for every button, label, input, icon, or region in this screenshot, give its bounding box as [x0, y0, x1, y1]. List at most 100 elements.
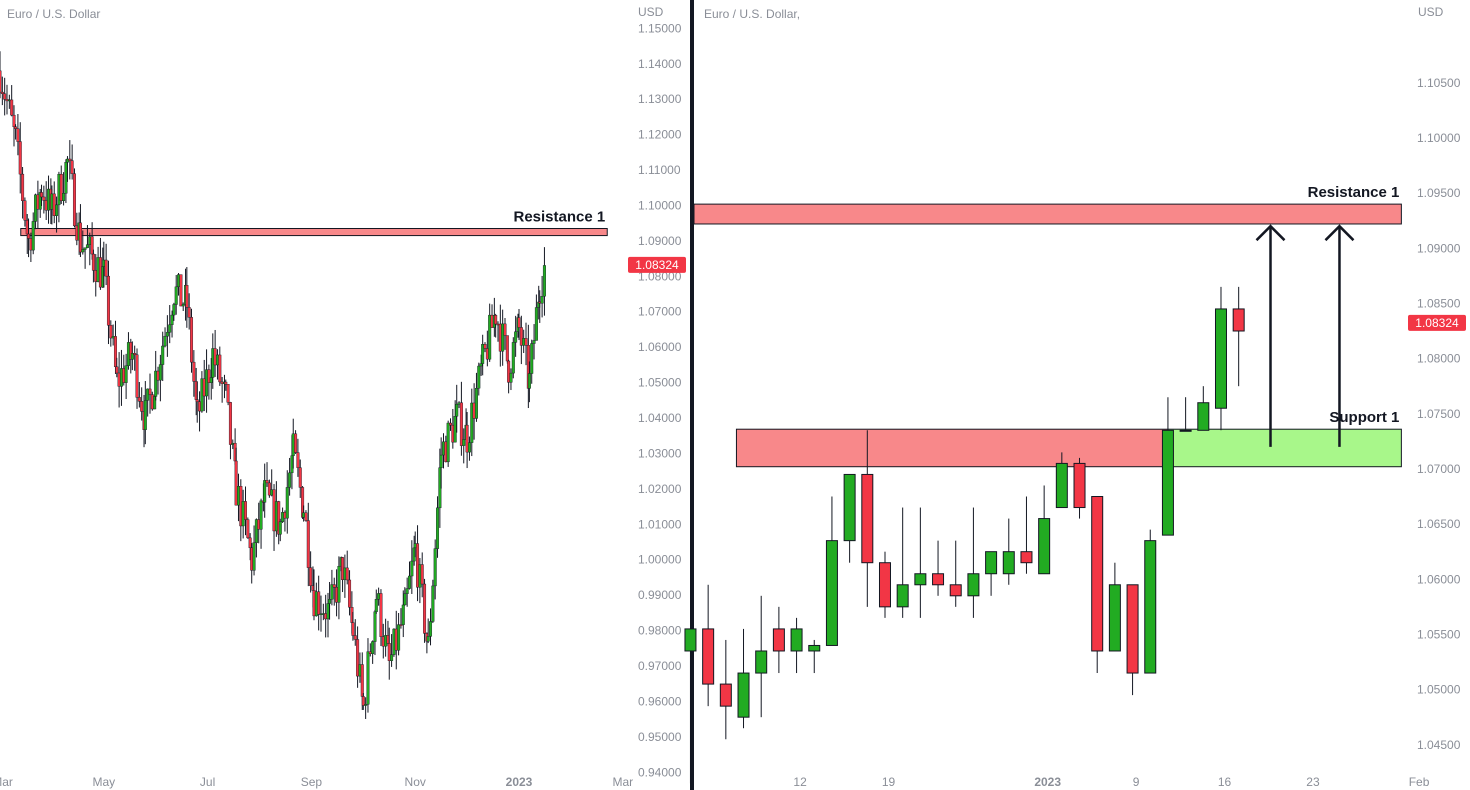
- x-tick-label: Jul: [200, 775, 215, 789]
- bull-candle: [1197, 402, 1210, 431]
- bull-candle: [1161, 429, 1174, 536]
- bull-candle: [397, 624, 401, 651]
- bull-candle: [371, 641, 375, 654]
- bull-candle: [130, 353, 134, 360]
- bull-candle: [1002, 551, 1015, 575]
- bull-candle: [1179, 429, 1192, 432]
- panel-divider: [690, 0, 694, 790]
- x-tick-label: 19: [882, 775, 896, 789]
- y-tick-label: 1.07000: [1417, 462, 1461, 476]
- y-tick-label: 0.97000: [638, 659, 682, 673]
- bull-candle: [401, 604, 405, 625]
- bear-candle: [10, 99, 14, 116]
- bull-candle: [168, 324, 172, 333]
- y-tick-label: 1.15000: [638, 21, 682, 35]
- bull-candle: [542, 265, 546, 297]
- bear-candle: [1232, 308, 1245, 332]
- bear-candle: [228, 402, 232, 445]
- y-tick-label: 1.11000: [638, 163, 681, 177]
- bull-candle: [527, 373, 531, 389]
- bear-candle: [309, 567, 313, 586]
- bear-candle: [361, 696, 365, 706]
- resistance-zone: [735, 428, 1169, 468]
- bull-candle: [436, 507, 440, 549]
- bull-candle: [540, 296, 544, 304]
- bull-candle: [174, 286, 178, 305]
- bull-candle: [446, 422, 450, 463]
- bull-candle: [426, 636, 430, 642]
- bear-candle: [187, 307, 191, 318]
- bear-candle: [27, 233, 31, 239]
- bull-candle: [684, 628, 697, 652]
- y-tick-label: 1.04000: [638, 411, 682, 425]
- bull-candle: [1055, 462, 1068, 509]
- bear-candle: [115, 366, 119, 374]
- bear-candle: [72, 173, 76, 227]
- y-tick-label: 1.07000: [638, 305, 682, 319]
- bear-candle: [423, 583, 427, 634]
- bull-candle: [373, 611, 377, 642]
- bear-candle: [140, 401, 144, 412]
- bull-candle: [64, 162, 68, 194]
- bear-candle: [465, 424, 469, 453]
- bull-candle: [808, 644, 821, 652]
- bull-candle: [479, 363, 483, 367]
- right-arrows: [1255, 224, 1355, 447]
- right-chart-panel: Euro / U.S. Dollar, USD 1.105001.100001.…: [684, 5, 1466, 789]
- right-chart-title: Euro / U.S. Dollar,: [704, 7, 800, 21]
- bull-candle: [366, 651, 370, 705]
- bear-candle: [224, 381, 228, 385]
- y-tick-label: 1.13000: [638, 92, 682, 106]
- x-tick-label: 9: [1133, 775, 1140, 789]
- bull-candle: [263, 480, 267, 503]
- bear-candle: [702, 628, 715, 685]
- bear-candle: [23, 200, 27, 221]
- bull-candle: [896, 584, 909, 608]
- right-currency-label: USD: [1418, 5, 1444, 19]
- bear-candle: [192, 361, 196, 382]
- right-zones: Resistance 1 Support 1: [693, 184, 1402, 468]
- y-tick-label: 1.10000: [638, 198, 682, 212]
- resistance-zone: [693, 203, 1402, 225]
- y-tick-label: 1.05000: [638, 376, 682, 390]
- y-tick-label: 1.03000: [638, 446, 682, 460]
- bull-candle: [337, 566, 341, 603]
- bear-candle: [3, 93, 7, 100]
- bear-candle: [0, 70, 2, 93]
- bull-candle: [62, 193, 66, 201]
- bull-candle: [511, 342, 515, 374]
- bull-candle: [326, 603, 330, 620]
- y-tick-label: 1.07500: [1417, 407, 1461, 421]
- bear-candle: [148, 388, 152, 395]
- right-price-tag: 1.08324: [1408, 314, 1466, 331]
- bear-candle: [195, 399, 199, 402]
- bear-candle: [772, 628, 785, 652]
- bear-candle: [267, 482, 271, 496]
- left-price-tag-label: 1.08324: [635, 258, 679, 272]
- bear-candle: [40, 192, 44, 198]
- bear-candle: [399, 624, 403, 626]
- y-tick-label: 1.01000: [638, 517, 682, 531]
- x-tick-label: Mar: [0, 775, 13, 789]
- bull-candle: [488, 314, 492, 360]
- resistance-zone-label: Resistance 1: [1308, 184, 1400, 201]
- bull-candle: [330, 584, 334, 600]
- bull-candle: [252, 542, 256, 571]
- bear-candle: [306, 520, 310, 568]
- bull-candle: [364, 704, 368, 706]
- bear-candle: [12, 114, 16, 128]
- bull-candle: [83, 247, 87, 250]
- bull-candle: [509, 372, 513, 383]
- bull-candle: [1038, 518, 1051, 575]
- bull-candle: [477, 365, 481, 389]
- bull-candle: [467, 442, 471, 453]
- bull-candle: [967, 573, 980, 597]
- bear-candle: [70, 160, 74, 174]
- y-tick-label: 1.08500: [1417, 296, 1461, 310]
- bear-candle: [0, 91, 4, 94]
- bear-candle: [459, 402, 463, 446]
- bear-candle: [353, 635, 357, 640]
- bear-candle: [332, 584, 336, 588]
- left-price-tag-box: [628, 256, 686, 273]
- bull-candle: [470, 402, 474, 443]
